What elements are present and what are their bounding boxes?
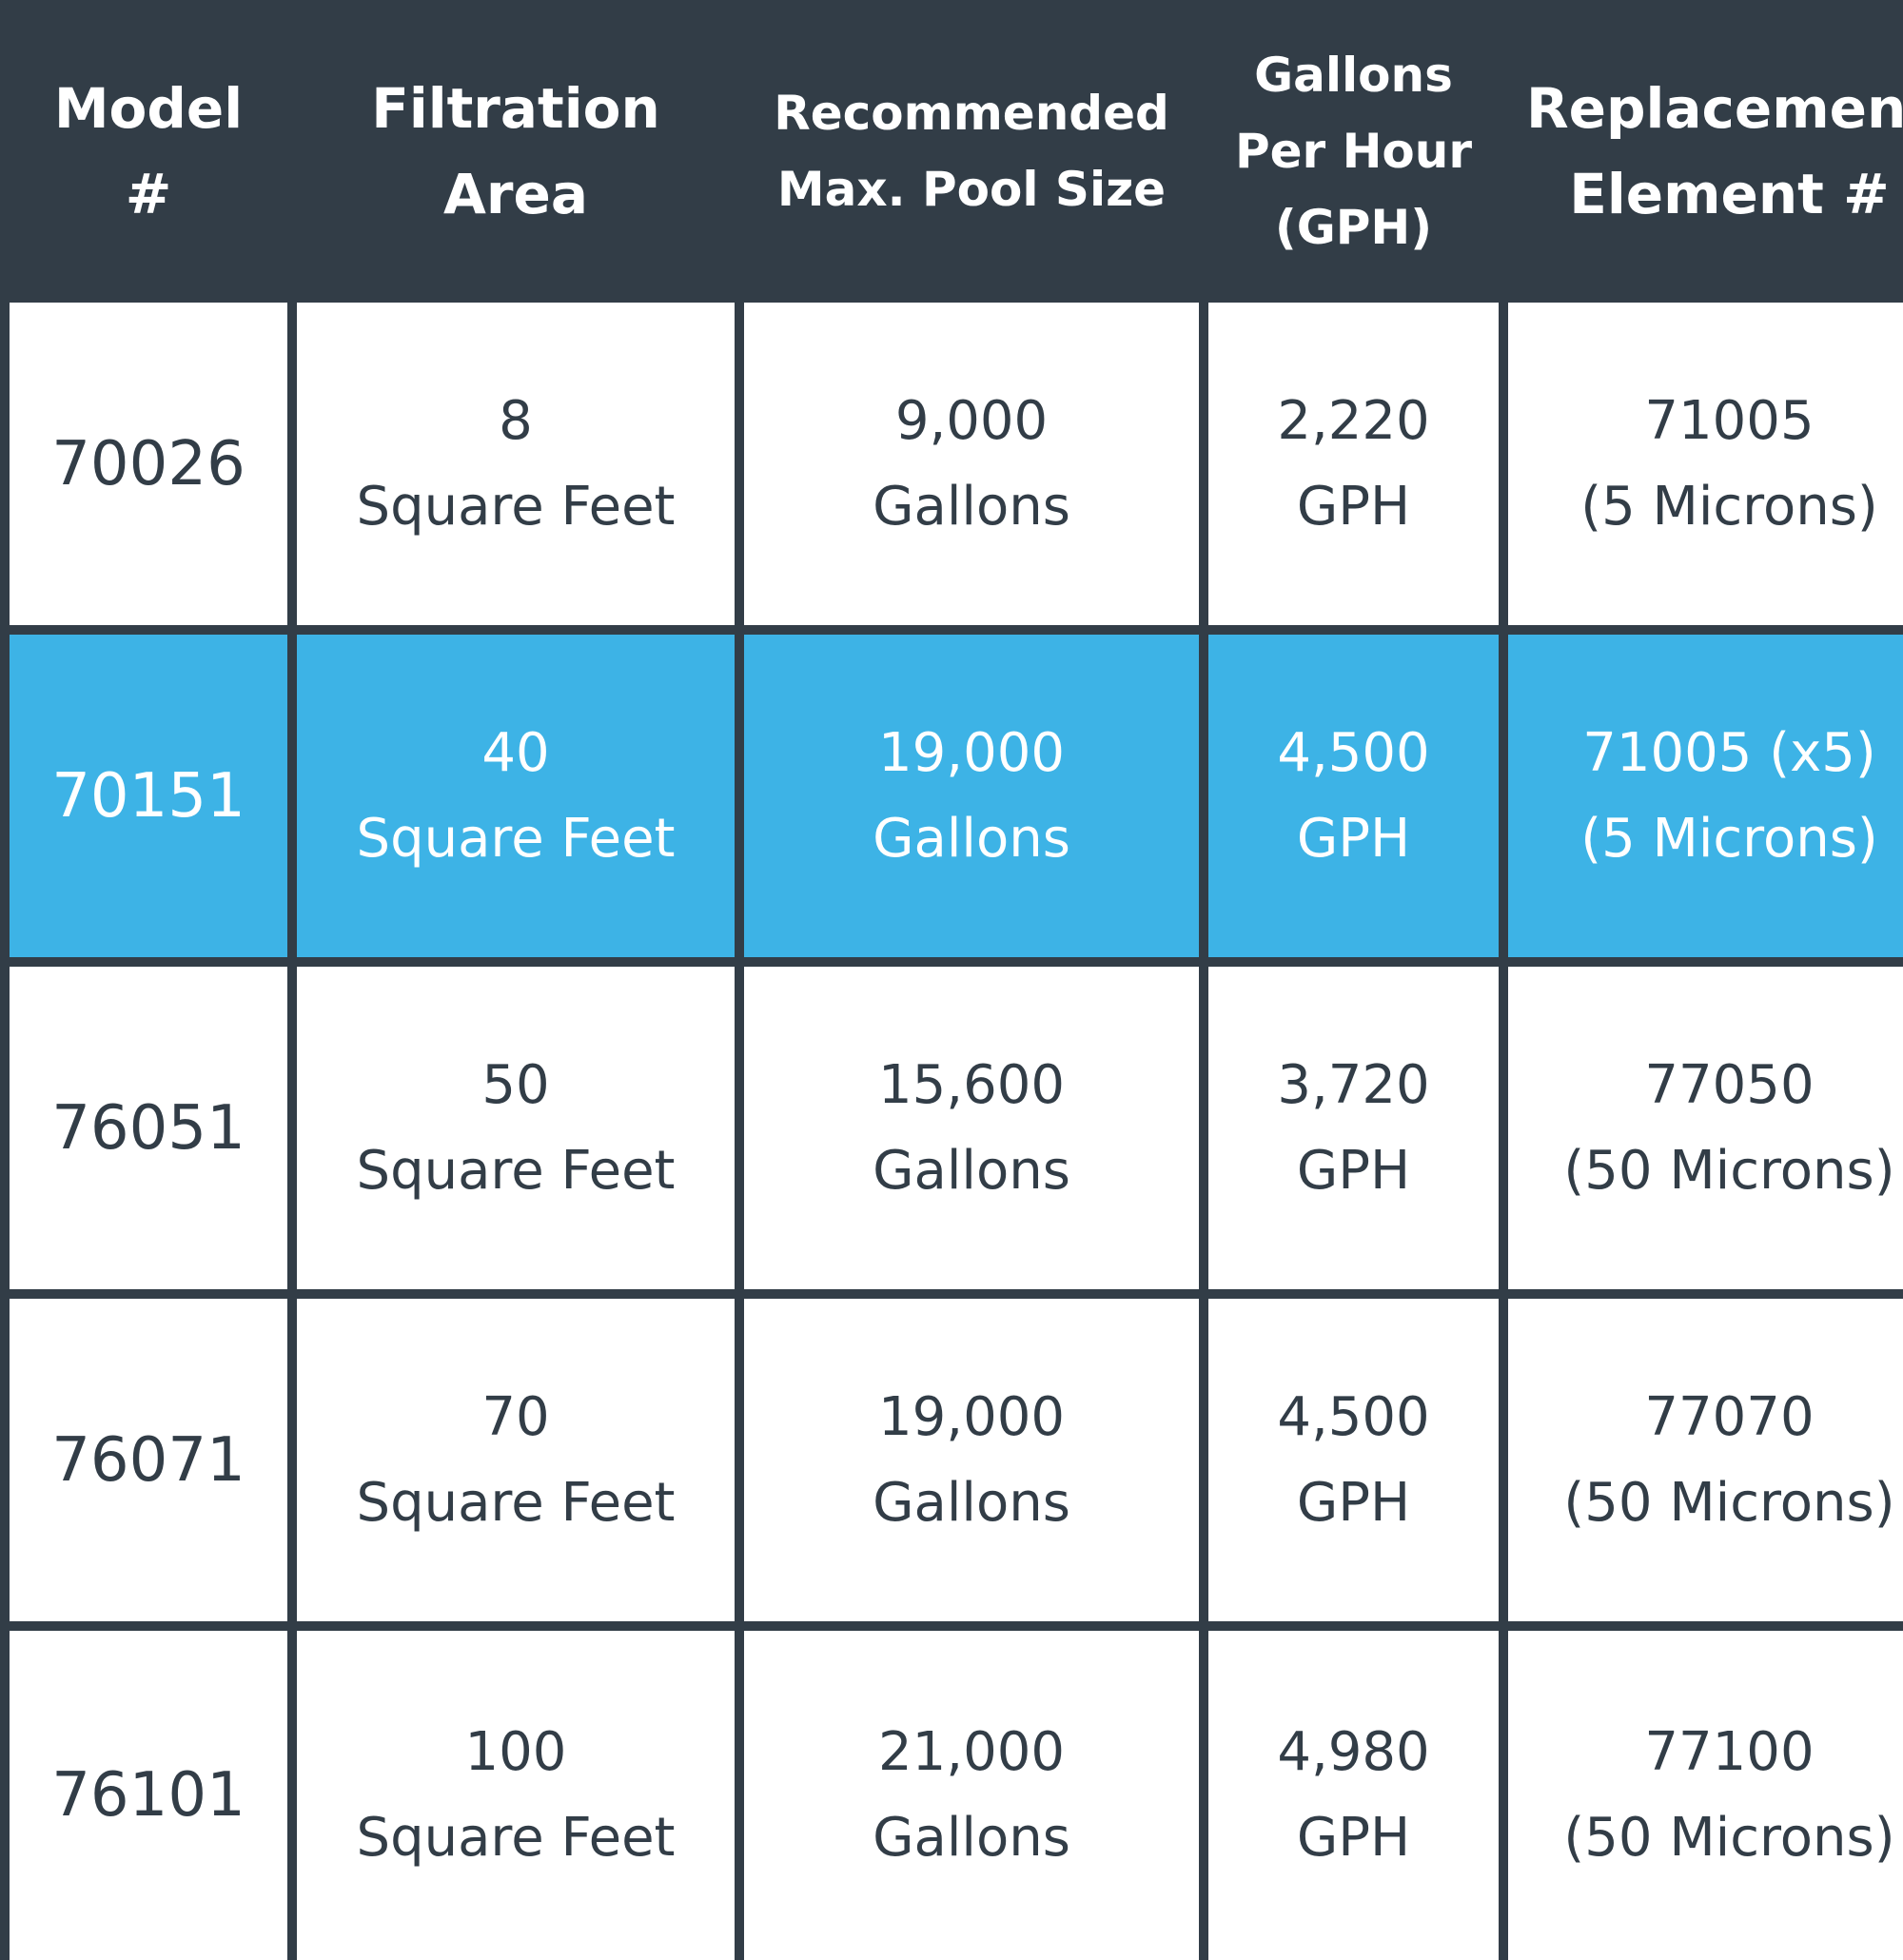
cell-replacement-element-highlighted: 71005 (x5) (5 Microns) bbox=[1508, 635, 1903, 957]
cell-replacement-element: 77070 (50 Microns) bbox=[1508, 1299, 1903, 1621]
model-number: 76101 bbox=[51, 1760, 245, 1831]
area-value: 100 bbox=[464, 1721, 567, 1783]
cell-gph: 3,720 GPH bbox=[1208, 967, 1499, 1289]
cell-filtration-area: 8 Square Feet bbox=[297, 303, 735, 625]
element-microns: (50 Microns) bbox=[1563, 1807, 1895, 1869]
element-microns: (5 Microns) bbox=[1580, 475, 1878, 538]
area-unit: Square Feet bbox=[356, 1807, 676, 1869]
area-value: 70 bbox=[481, 1385, 550, 1448]
gph-unit: GPH bbox=[1296, 807, 1411, 870]
cell-max-pool-size: 9,000 Gallons bbox=[744, 303, 1199, 625]
pool-size-unit: Gallons bbox=[873, 1471, 1070, 1534]
header-model-line-1: Model bbox=[53, 76, 244, 141]
cell-replacement-element: 77050 (50 Microns) bbox=[1508, 967, 1903, 1289]
filter-spec-table: Model # Filtration Area Recommended Max.… bbox=[10, 10, 1903, 1960]
cell-model: 76101 bbox=[10, 1631, 287, 1960]
area-unit: Square Feet bbox=[356, 475, 676, 538]
pool-size-value: 19,000 bbox=[878, 1385, 1065, 1448]
model-number: 70026 bbox=[51, 428, 245, 500]
area-unit: Square Feet bbox=[356, 807, 676, 870]
header-replacement-element: Replacement Element # bbox=[1508, 10, 1903, 293]
cell-max-pool-size-highlighted: 19,000 Gallons bbox=[744, 635, 1199, 957]
header-filtration-area-line-2: Area bbox=[443, 162, 588, 226]
cell-max-pool-size: 21,000 Gallons bbox=[744, 1631, 1199, 1960]
cell-model-highlighted: 70151 bbox=[10, 635, 287, 957]
cell-model: 76051 bbox=[10, 967, 287, 1289]
header-replacement-element-line-2: Element # bbox=[1569, 162, 1890, 226]
model-number: 70151 bbox=[51, 760, 245, 832]
element-microns: (5 Microns) bbox=[1580, 807, 1878, 870]
pool-size-value: 15,600 bbox=[878, 1053, 1065, 1116]
header-gallons-per-hour-line-3: (GPH) bbox=[1274, 200, 1433, 255]
gph-value: 4,500 bbox=[1277, 721, 1430, 784]
model-number: 76051 bbox=[51, 1092, 245, 1164]
header-gallons-per-hour-line-1: Gallons bbox=[1254, 48, 1453, 103]
header-max-pool-size-line-1: Recommended bbox=[774, 86, 1169, 141]
cell-gph: 4,980 GPH bbox=[1208, 1631, 1499, 1960]
cell-gph-highlighted: 4,500 GPH bbox=[1208, 635, 1499, 957]
header-max-pool-size: Recommended Max. Pool Size bbox=[744, 10, 1199, 293]
cell-replacement-element: 71005 (5 Microns) bbox=[1508, 303, 1903, 625]
cell-model: 76071 bbox=[10, 1299, 287, 1621]
header-model-line-2: # bbox=[125, 162, 172, 226]
header-filtration-area: Filtration Area bbox=[297, 10, 735, 293]
element-number: 71005 bbox=[1644, 389, 1815, 452]
cell-model: 70026 bbox=[10, 303, 287, 625]
cell-max-pool-size: 15,600 Gallons bbox=[744, 967, 1199, 1289]
gph-value: 4,500 bbox=[1277, 1385, 1430, 1448]
element-microns: (50 Microns) bbox=[1563, 1139, 1895, 1202]
header-max-pool-size-line-2: Max. Pool Size bbox=[776, 162, 1167, 217]
cell-gph: 2,220 GPH bbox=[1208, 303, 1499, 625]
header-gallons-per-hour: Gallons Per Hour (GPH) bbox=[1208, 10, 1499, 293]
gph-unit: GPH bbox=[1296, 475, 1411, 538]
element-microns: (50 Microns) bbox=[1563, 1471, 1895, 1534]
area-value: 50 bbox=[481, 1053, 550, 1116]
area-unit: Square Feet bbox=[356, 1471, 676, 1534]
pool-size-value: 21,000 bbox=[878, 1721, 1065, 1783]
gph-unit: GPH bbox=[1296, 1471, 1411, 1534]
cell-filtration-area: 100 Square Feet bbox=[297, 1631, 735, 1960]
pool-size-value: 19,000 bbox=[878, 721, 1065, 784]
element-number: 77100 bbox=[1644, 1721, 1815, 1783]
gph-value: 4,980 bbox=[1277, 1721, 1430, 1783]
element-number: 71005 (x5) bbox=[1582, 721, 1876, 784]
gph-unit: GPH bbox=[1296, 1139, 1411, 1202]
element-number: 77050 bbox=[1644, 1053, 1815, 1116]
pool-size-unit: Gallons bbox=[873, 475, 1070, 538]
header-model: Model # bbox=[10, 10, 287, 293]
cell-filtration-area-highlighted: 40 Square Feet bbox=[297, 635, 735, 957]
area-value: 40 bbox=[481, 721, 550, 784]
pool-size-unit: Gallons bbox=[873, 807, 1070, 870]
gph-value: 2,220 bbox=[1277, 389, 1430, 452]
area-value: 8 bbox=[499, 389, 533, 452]
gph-unit: GPH bbox=[1296, 1807, 1411, 1869]
pool-size-value: 9,000 bbox=[894, 389, 1049, 452]
pool-size-unit: Gallons bbox=[873, 1807, 1070, 1869]
cell-filtration-area: 70 Square Feet bbox=[297, 1299, 735, 1621]
cell-max-pool-size: 19,000 Gallons bbox=[744, 1299, 1199, 1621]
model-number: 76071 bbox=[51, 1424, 245, 1496]
header-filtration-area-line-1: Filtration bbox=[371, 76, 660, 141]
element-number: 77070 bbox=[1644, 1385, 1815, 1448]
pool-size-unit: Gallons bbox=[873, 1139, 1070, 1202]
gph-value: 3,720 bbox=[1277, 1053, 1430, 1116]
cell-filtration-area: 50 Square Feet bbox=[297, 967, 735, 1289]
header-gallons-per-hour-line-2: Per Hour bbox=[1234, 124, 1473, 179]
cell-gph: 4,500 GPH bbox=[1208, 1299, 1499, 1621]
header-replacement-element-line-1: Replacement bbox=[1525, 76, 1903, 141]
area-unit: Square Feet bbox=[356, 1139, 676, 1202]
cell-replacement-element: 77100 (50 Microns) bbox=[1508, 1631, 1903, 1960]
